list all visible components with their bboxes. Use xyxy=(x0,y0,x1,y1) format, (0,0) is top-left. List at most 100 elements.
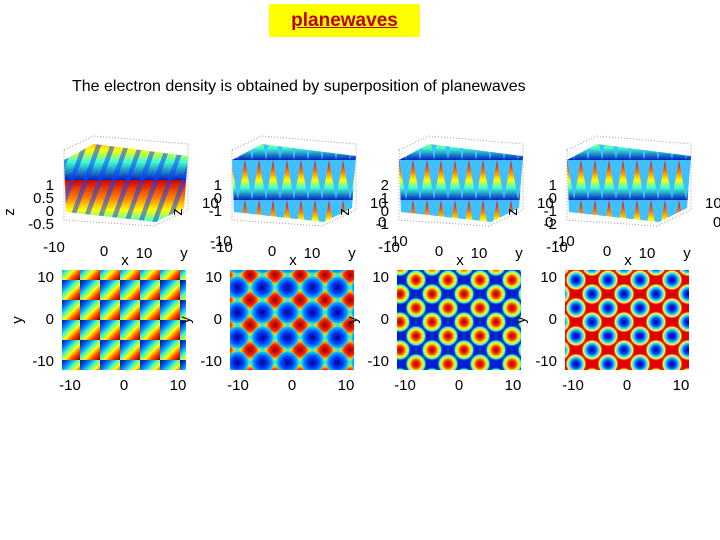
map-y-axis-label: y xyxy=(9,316,26,324)
map-x-tick-label: 10 xyxy=(673,377,690,394)
z-tick-label: 2 xyxy=(381,177,389,194)
z-tick-label: 0.5 xyxy=(33,190,54,207)
x-axis-label: x xyxy=(121,252,129,269)
z-axis-label: z xyxy=(169,208,186,216)
map-x-tick-label: 10 xyxy=(338,377,355,394)
density-map: 10 0 -10 -10 0 10 y xyxy=(9,269,186,394)
z-tick-label: 0 xyxy=(381,203,389,220)
map-x-tick-label: -10 xyxy=(59,377,81,394)
z-tick-label: 0 xyxy=(549,190,557,207)
slide-title: planewaves xyxy=(291,9,398,31)
density-map-image xyxy=(62,270,186,370)
y-tick-label: 0 xyxy=(378,214,386,231)
x-axis-label: x xyxy=(289,252,297,269)
map-y-tick-label: 0 xyxy=(46,311,54,328)
map-y-tick-label: -10 xyxy=(32,353,54,370)
map-y-tick-label: 10 xyxy=(540,269,557,286)
surface-mesh xyxy=(399,144,523,222)
x-tick-label: 0 xyxy=(268,243,276,260)
density-map-image xyxy=(397,270,521,370)
x-axis-label: x xyxy=(456,252,464,269)
map-x-tick-label: 10 xyxy=(170,377,187,394)
map-y-axis-label: y xyxy=(177,316,194,324)
density-map-image xyxy=(230,270,354,370)
density-map: 10 0 -10 -10 0 10 y xyxy=(344,269,521,394)
y-tick-label: 0 xyxy=(545,214,553,231)
x-tick-label: 10 xyxy=(471,245,488,262)
map-x-tick-label: 0 xyxy=(288,377,296,394)
density-map-image xyxy=(565,270,689,370)
map-x-tick-label: -10 xyxy=(227,377,249,394)
x-tick-label: -10 xyxy=(378,239,400,256)
z-tick-label: 0 xyxy=(46,203,54,220)
map-y-axis-label: y xyxy=(344,316,361,324)
map-x-tick-label: 0 xyxy=(120,377,128,394)
x-axis-label: x xyxy=(624,252,632,269)
surface-box xyxy=(231,135,357,227)
x-tick-label: 0 xyxy=(435,243,443,260)
z-tick-label: -1 xyxy=(544,203,557,220)
slide-title-box: planewaves xyxy=(269,4,420,37)
x-tick-label: 10 xyxy=(639,245,656,262)
y-axis-label: y xyxy=(683,245,691,262)
z-tick-label: 1 xyxy=(214,177,222,194)
map-y-axis-label: y xyxy=(512,316,529,324)
z-axis-label: z xyxy=(1,208,18,216)
surface-box xyxy=(398,135,524,227)
slide-subtitle: The electron density is obtained by supe… xyxy=(72,78,526,95)
map-y-tick-label: 10 xyxy=(372,269,389,286)
y-tick-label: -10 xyxy=(210,233,232,250)
z-axis-label: z xyxy=(504,208,521,216)
y-tick-label: -10 xyxy=(386,233,408,250)
y-tick-label: 10 xyxy=(370,195,387,212)
map-y-tick-label: 10 xyxy=(205,269,222,286)
surface-box xyxy=(566,135,692,227)
map-x-tick-label: 10 xyxy=(505,377,522,394)
z-tick-label: 1 xyxy=(549,177,557,194)
y-axis-label: y xyxy=(180,245,188,262)
z-tick-label: 0 xyxy=(214,190,222,207)
density-map: 10 0 -10 -10 0 10 y xyxy=(512,269,689,394)
density-map: 10 0 -10 -10 0 10 y xyxy=(177,269,354,394)
x-tick-label: 10 xyxy=(136,245,153,262)
y-tick-label: 10 xyxy=(537,195,554,212)
x-tick-label: -10 xyxy=(43,239,65,256)
map-x-tick-label: -10 xyxy=(394,377,416,394)
surface-mesh xyxy=(567,144,691,222)
z-tick-label: -2 xyxy=(544,216,557,233)
z-axis-label: z xyxy=(336,208,353,216)
map-x-tick-label: 0 xyxy=(623,377,631,394)
z-tick-label: -1 xyxy=(209,203,222,220)
map-y-tick-label: 0 xyxy=(381,311,389,328)
z-tick-label: 1 xyxy=(46,177,54,194)
x-tick-label: 0 xyxy=(603,243,611,260)
map-y-tick-label: 0 xyxy=(549,311,557,328)
surface-box xyxy=(63,135,189,227)
map-y-tick-label: 0 xyxy=(214,311,222,328)
map-y-tick-label: 10 xyxy=(37,269,54,286)
map-x-tick-label: -10 xyxy=(562,377,584,394)
x-tick-label: 0 xyxy=(100,243,108,260)
map-y-tick-label: -10 xyxy=(200,353,222,370)
x-tick-label: -10 xyxy=(211,239,233,256)
map-y-tick-label: -10 xyxy=(367,353,389,370)
z-tick-label: 1 xyxy=(381,190,389,207)
z-tick-label: -1 xyxy=(376,216,389,233)
y-axis-label: y xyxy=(348,245,356,262)
x-tick-label: -10 xyxy=(546,239,568,256)
y-tick-label: 10 xyxy=(705,195,720,212)
map-y-tick-label: -10 xyxy=(535,353,557,370)
surface-mesh xyxy=(64,144,188,222)
z-tick-label: -0.5 xyxy=(28,216,54,233)
x-tick-label: 10 xyxy=(304,245,321,262)
surface-mesh xyxy=(232,144,356,222)
map-x-tick-label: 0 xyxy=(455,377,463,394)
